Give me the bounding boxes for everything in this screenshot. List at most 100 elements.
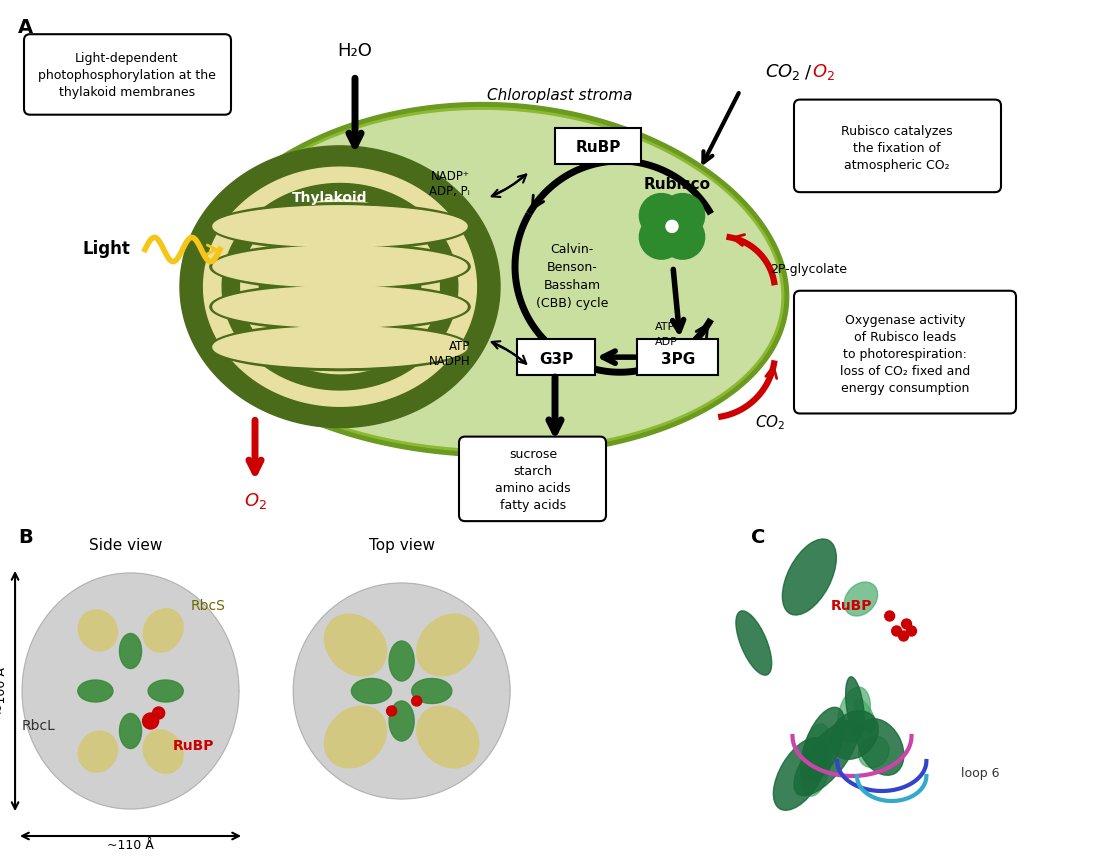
Ellipse shape bbox=[143, 609, 183, 652]
Ellipse shape bbox=[351, 679, 392, 703]
Polygon shape bbox=[196, 108, 783, 452]
Circle shape bbox=[885, 611, 895, 621]
Ellipse shape bbox=[79, 610, 117, 651]
FancyBboxPatch shape bbox=[517, 339, 595, 375]
Polygon shape bbox=[213, 246, 467, 287]
Ellipse shape bbox=[829, 710, 878, 759]
Ellipse shape bbox=[325, 706, 386, 768]
Polygon shape bbox=[236, 323, 444, 371]
Text: $CO_2$: $CO_2$ bbox=[765, 63, 801, 83]
Text: RuBP: RuBP bbox=[173, 739, 214, 753]
Text: 2P-glycolate: 2P-glycolate bbox=[770, 263, 847, 276]
Polygon shape bbox=[213, 286, 467, 327]
Circle shape bbox=[901, 619, 911, 629]
Text: Light: Light bbox=[82, 241, 130, 259]
Ellipse shape bbox=[854, 699, 875, 733]
Ellipse shape bbox=[736, 611, 771, 675]
Ellipse shape bbox=[119, 714, 141, 748]
Circle shape bbox=[142, 713, 159, 729]
FancyBboxPatch shape bbox=[24, 34, 231, 114]
Ellipse shape bbox=[773, 738, 827, 810]
Polygon shape bbox=[210, 323, 470, 371]
Polygon shape bbox=[181, 146, 500, 427]
Ellipse shape bbox=[846, 677, 864, 737]
Text: ~110 Å: ~110 Å bbox=[107, 839, 154, 852]
Text: H₂O: H₂O bbox=[338, 42, 372, 60]
Polygon shape bbox=[240, 286, 441, 327]
Text: RbcS: RbcS bbox=[190, 599, 225, 613]
Ellipse shape bbox=[389, 641, 415, 681]
Polygon shape bbox=[222, 183, 457, 390]
Ellipse shape bbox=[838, 687, 871, 743]
Polygon shape bbox=[240, 327, 441, 367]
Circle shape bbox=[892, 626, 901, 636]
Polygon shape bbox=[213, 206, 467, 247]
Text: Side view: Side view bbox=[89, 538, 162, 553]
Ellipse shape bbox=[417, 614, 479, 676]
Text: RuBP: RuBP bbox=[831, 599, 873, 613]
Text: ATP
NADPH: ATP NADPH bbox=[429, 340, 470, 368]
Polygon shape bbox=[213, 327, 467, 367]
Ellipse shape bbox=[782, 539, 836, 615]
Ellipse shape bbox=[79, 731, 117, 772]
Text: $O_2$: $O_2$ bbox=[244, 491, 267, 511]
Text: RbcL: RbcL bbox=[22, 719, 56, 733]
Ellipse shape bbox=[845, 582, 877, 616]
Polygon shape bbox=[210, 203, 470, 249]
Text: NADP⁺
ADP, Pᵢ: NADP⁺ ADP, Pᵢ bbox=[429, 170, 470, 198]
FancyBboxPatch shape bbox=[555, 128, 641, 164]
Text: Light-dependent
photophosphorylation at the
thylakoid membranes: Light-dependent photophosphorylation at … bbox=[38, 52, 216, 99]
Polygon shape bbox=[236, 284, 444, 330]
Circle shape bbox=[386, 706, 397, 716]
Text: G3P: G3P bbox=[539, 352, 573, 366]
Text: /: / bbox=[805, 64, 811, 82]
Ellipse shape bbox=[325, 614, 386, 676]
Ellipse shape bbox=[859, 736, 889, 768]
Ellipse shape bbox=[858, 719, 904, 775]
Text: C: C bbox=[750, 528, 765, 547]
Polygon shape bbox=[241, 200, 439, 373]
Polygon shape bbox=[236, 243, 444, 290]
Polygon shape bbox=[210, 243, 470, 290]
Ellipse shape bbox=[801, 724, 833, 796]
Text: Top view: Top view bbox=[369, 538, 434, 553]
Polygon shape bbox=[293, 583, 510, 799]
Text: Rubisco: Rubisco bbox=[643, 176, 710, 192]
Polygon shape bbox=[191, 102, 789, 457]
FancyBboxPatch shape bbox=[794, 100, 1001, 192]
Text: A: A bbox=[18, 18, 33, 37]
Circle shape bbox=[153, 707, 165, 719]
Circle shape bbox=[907, 626, 917, 636]
Circle shape bbox=[411, 696, 421, 706]
Ellipse shape bbox=[78, 680, 113, 702]
Ellipse shape bbox=[119, 634, 141, 668]
Ellipse shape bbox=[417, 706, 479, 768]
FancyBboxPatch shape bbox=[459, 437, 606, 521]
FancyBboxPatch shape bbox=[794, 291, 1016, 414]
Circle shape bbox=[661, 194, 705, 238]
Text: ATP: ATP bbox=[655, 322, 675, 332]
Circle shape bbox=[898, 631, 908, 641]
Text: sucrose
starch
amino acids
fatty acids: sucrose starch amino acids fatty acids bbox=[496, 448, 571, 512]
Circle shape bbox=[639, 215, 684, 259]
Text: B: B bbox=[19, 528, 33, 547]
Polygon shape bbox=[259, 216, 420, 358]
Polygon shape bbox=[236, 203, 444, 249]
Text: $O_2$: $O_2$ bbox=[812, 63, 835, 83]
Polygon shape bbox=[203, 167, 476, 406]
Text: 3PG: 3PG bbox=[661, 352, 695, 366]
Text: loop 6: loop 6 bbox=[962, 767, 1000, 781]
Text: RuBP: RuBP bbox=[575, 140, 620, 156]
Polygon shape bbox=[240, 246, 441, 287]
Circle shape bbox=[639, 194, 684, 238]
Ellipse shape bbox=[794, 721, 859, 796]
Text: $CO_2$: $CO_2$ bbox=[755, 413, 785, 432]
Text: Chloroplast stroma: Chloroplast stroma bbox=[487, 88, 632, 103]
Polygon shape bbox=[185, 150, 494, 422]
Text: Rubisco catalyzes
the fixation of
atmospheric CO₂: Rubisco catalyzes the fixation of atmosp… bbox=[841, 126, 953, 172]
Ellipse shape bbox=[802, 707, 845, 781]
Ellipse shape bbox=[411, 679, 452, 703]
Polygon shape bbox=[210, 284, 470, 330]
Circle shape bbox=[661, 215, 705, 259]
Text: Calvin-
Benson-
Bassham
(CBB) cycle: Calvin- Benson- Bassham (CBB) cycle bbox=[536, 243, 608, 310]
